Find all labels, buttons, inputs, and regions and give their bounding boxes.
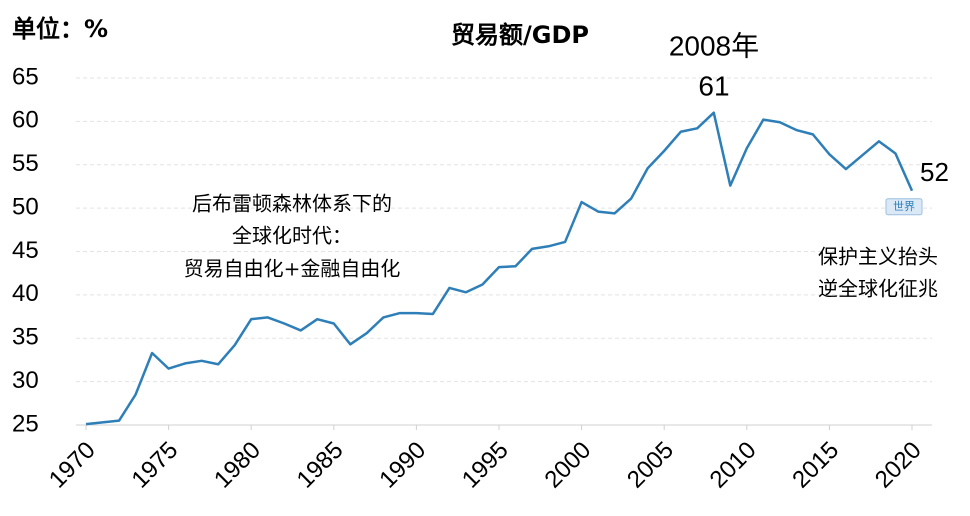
x-tick-label: 1995 — [457, 437, 514, 494]
x-tick-label: 2005 — [622, 437, 679, 494]
y-tick-label: 30 — [12, 367, 39, 394]
unit-label: 单位：% — [12, 15, 108, 43]
y-tick-label: 35 — [12, 324, 39, 351]
y-tick-label: 45 — [12, 237, 39, 264]
annotation: 保护主义抬头 — [818, 245, 938, 269]
x-tick-label: 1985 — [292, 437, 349, 494]
y-tick-label: 25 — [12, 410, 39, 437]
chart-title: 贸易额/GDP — [451, 21, 589, 49]
x-tick-label: 1975 — [126, 437, 183, 494]
x-tick-label: 1970 — [44, 437, 101, 494]
annotation: 全球化时代： — [232, 224, 352, 248]
line — [85, 111, 914, 426]
annotation: 贸易自由化+金融自由化 — [184, 257, 401, 281]
legend-label: 世界 — [893, 200, 915, 213]
x-tick-label: 1990 — [374, 437, 431, 494]
x-tick-label: 2010 — [705, 437, 762, 494]
legend-badge — [885, 198, 923, 216]
y-tick-label: 40 — [12, 280, 39, 307]
y-tick-label: 50 — [12, 193, 39, 220]
x-tick-label: 1980 — [209, 437, 266, 494]
y-tick-label: 65 — [12, 63, 39, 90]
y-tick-label: 55 — [12, 150, 39, 177]
y-tick-label: 60 — [12, 107, 39, 134]
annotation: 2008年 — [669, 30, 759, 61]
x-tick-label: 2020 — [870, 437, 927, 494]
annotation: 后布雷顿森林体系下的 — [192, 192, 392, 216]
x-tick-label: 2000 — [539, 437, 596, 494]
x-tick-label: 2015 — [787, 437, 844, 494]
annotation: 52 — [920, 157, 949, 187]
annotation: 61 — [698, 70, 729, 101]
annotation: 逆全球化征兆 — [818, 277, 938, 301]
